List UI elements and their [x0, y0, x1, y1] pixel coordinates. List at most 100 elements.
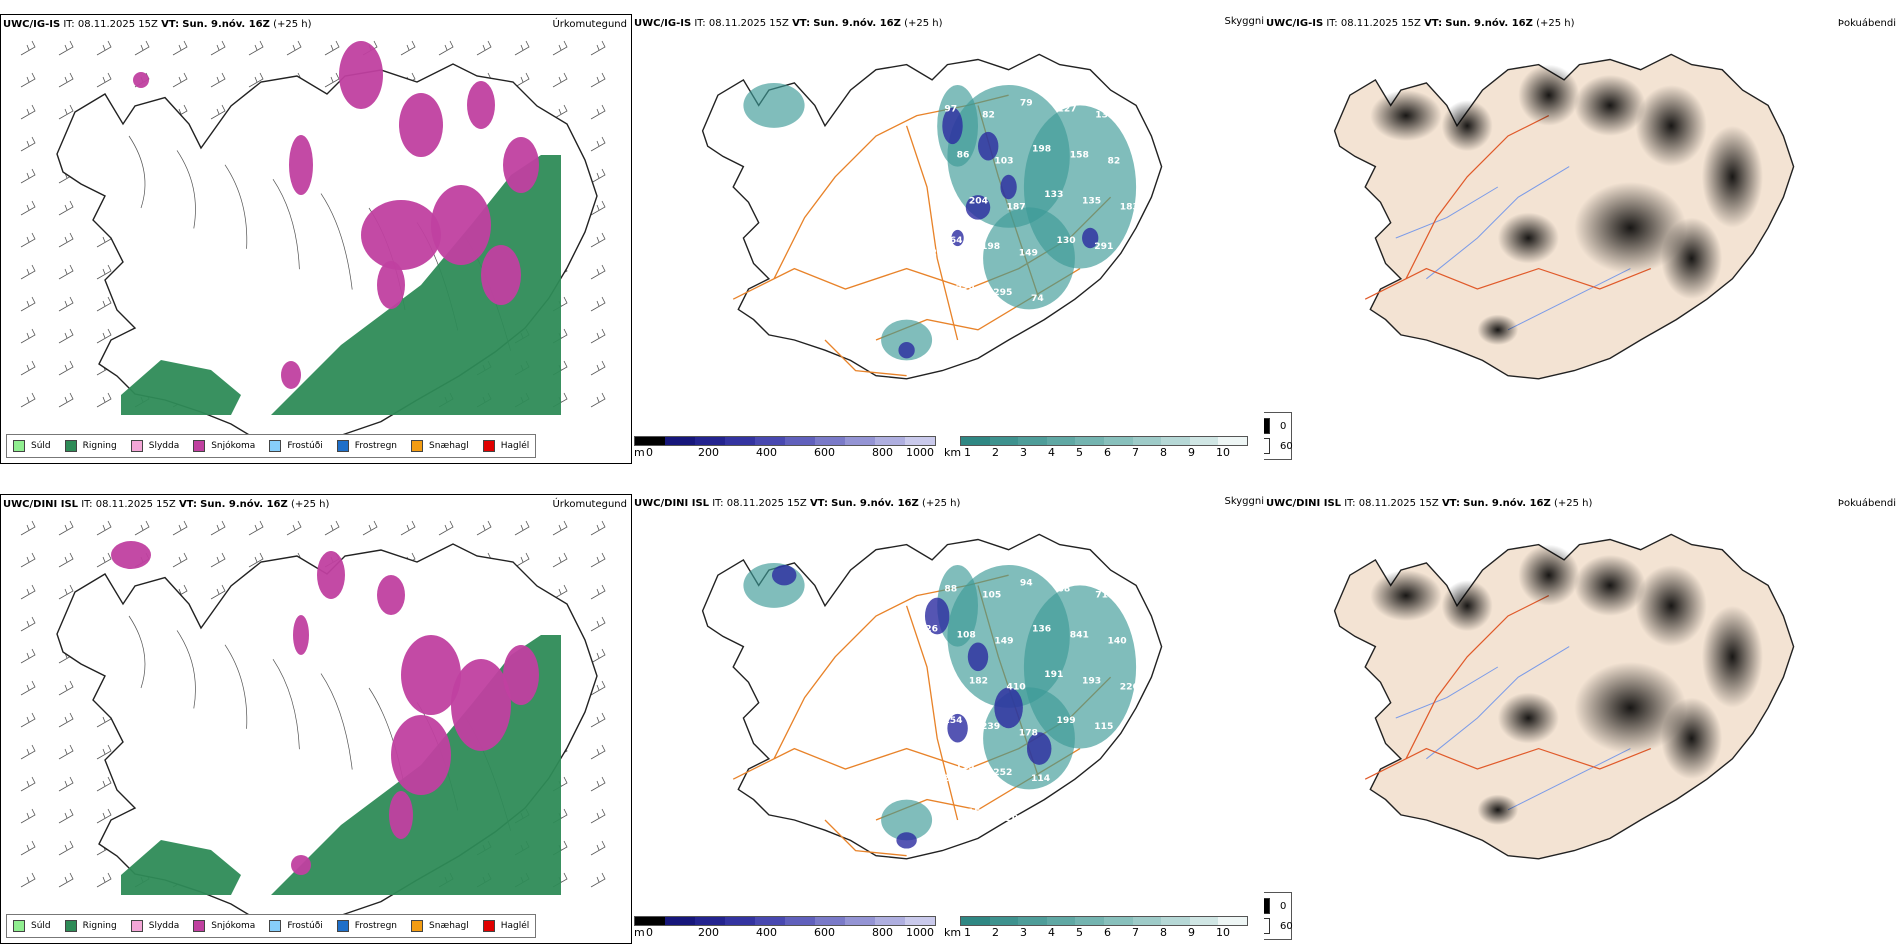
visibility-tick: 4 [1048, 926, 1055, 939]
legend-label: Súld [31, 921, 51, 931]
legend-swatch [64, 920, 77, 932]
legend-label: Rigning [82, 441, 117, 451]
fog-legend: 0 60 [1264, 412, 1293, 460]
ceiling-tick: 1000 [906, 446, 934, 459]
visibility-value-label: 191 [1044, 669, 1063, 680]
ceiling-tick: 200 [698, 926, 719, 939]
visibility-value-label: 82 [982, 110, 995, 121]
visibility-value-label: 149 [994, 636, 1013, 647]
visibility-tick: 3 [1020, 446, 1027, 459]
legend-swatch [336, 440, 349, 452]
legend-swatch [411, 920, 424, 932]
visibility-tick: 2 [992, 926, 999, 939]
visibility-value-label: 127 [1058, 104, 1077, 115]
visibility-value-label: 115 [1094, 721, 1113, 732]
panel-title: Skyggni [1224, 496, 1264, 507]
legend-swatch [336, 920, 349, 932]
legend-label: Slydda [148, 441, 180, 451]
visibility-tick: 8 [1160, 446, 1167, 459]
visibility-tick: 9 [1188, 926, 1195, 939]
run-info: UWC/DINI ISL IT: 08.11.2025 15Z VT: Sun.… [634, 498, 961, 509]
visibility-panel-bottom: 119 88 105 94 68 71 126 108 149 136 841 140 233 182 41… [632, 494, 1264, 944]
visibility-value-label: 126 [919, 623, 938, 634]
visibility-colorbar: km 1 2 3 4 5 6 7 8 9 10 [944, 916, 1248, 940]
run-info: UWC/IG-IS IT: 08.11.2025 15Z VT: Sun. 9.… [1266, 18, 1575, 29]
legend-swatch [411, 440, 424, 452]
visibility-value-label: 140 [919, 143, 938, 154]
visibility-value-label: 79 [1020, 97, 1033, 108]
visibility-value-label: 264 [943, 235, 962, 246]
visibility-value-label: 841 [1070, 629, 1089, 640]
precip-type-panel-top: UWC/IG-IS IT: 08.11.2025 15Z VT: Sun. 9.… [0, 14, 632, 464]
visibility-value-label: 114 [1031, 773, 1050, 784]
run-info: UWC/IG-IS IT: 08.11.2025 15Z VT: Sun. 9.… [3, 19, 312, 30]
visibility-value-label: 233 [931, 669, 950, 680]
fog-tick: 60 [1280, 440, 1293, 452]
legend-label: Snjókoma [211, 441, 256, 451]
visibility-value-label: 94 [1020, 577, 1033, 588]
visibility-tick: 6 [1104, 446, 1111, 459]
visibility-unit: km [944, 926, 962, 939]
visibility-value-label: 105 [982, 590, 1001, 601]
visibility-map-bottom: 119 88 105 94 68 71 126 108 149 136 841 140 233 182 41… [701, 533, 1163, 860]
visibility-panel-top: 127 97 82 79 127 136 140 86 103 198 158 82 179 204 187… [632, 14, 1264, 464]
run-info: UWC/DINI ISL IT: 08.11.2025 15Z VT: Sun.… [1266, 498, 1593, 509]
fog-tick: 0 [1280, 900, 1287, 912]
legend-label: Rigning [82, 921, 117, 931]
fog-panel-top: UWC/IG-IS IT: 08.11.2025 15Z VT: Sun. 9.… [1264, 14, 1900, 464]
ceiling-tick: 600 [814, 926, 835, 939]
ceiling-colorbar: m 0 200 400 600 800 1000 [634, 916, 936, 940]
panel-title: Úrkomutegund [552, 499, 627, 510]
panel-title: Þokuábendi [1837, 18, 1896, 29]
visibility-value-label: 86 [957, 149, 970, 160]
legend-label: Frostúði [287, 921, 323, 931]
visibility-value-label: 130 [1057, 235, 1076, 246]
ceiling-tick: 1000 [906, 926, 934, 939]
visibility-value-label: 335 [942, 819, 961, 830]
visibility-value-label: 97 [944, 104, 957, 115]
legend-label: Haglél [500, 441, 530, 451]
visibility-value-label: 154 [968, 807, 987, 818]
legend-label: Slydda [148, 921, 180, 931]
visibility-value-label: 77 [918, 727, 931, 738]
visibility-value-label: 252 [993, 767, 1012, 778]
legend-label: Snæhagl [429, 921, 469, 931]
ceiling-tick: 400 [756, 926, 777, 939]
fog-panel-bottom: UWC/DINI ISL IT: 08.11.2025 15Z VT: Sun.… [1264, 494, 1900, 944]
visibility-tick: 9 [1188, 446, 1195, 459]
visibility-value-label: 68 [1058, 584, 1071, 595]
ceiling-tick: 0 [646, 446, 653, 459]
visibility-unit: km [944, 446, 962, 459]
fog-map-top [1333, 53, 1795, 380]
visibility-value-label: 205 [1006, 813, 1025, 824]
panel-title: Þokuábendi [1837, 498, 1896, 509]
panel-title: Úrkomutegund [552, 19, 627, 30]
legend-swatch [13, 440, 25, 452]
fog-legend: 0 60 [1264, 892, 1293, 940]
legend-swatch [64, 440, 77, 452]
legend-label: Haglél [500, 921, 530, 931]
precip-map-top [20, 40, 606, 447]
legend-swatch [482, 440, 495, 452]
visibility-tick: 4 [1048, 446, 1055, 459]
visibility-value-label: 285 [1107, 767, 1126, 778]
visibility-tick: 5 [1076, 926, 1083, 939]
visibility-value-label: 113 [956, 761, 975, 772]
visibility-value-label: 183 [1120, 201, 1139, 212]
visibility-value-label: 74 [1031, 293, 1044, 304]
visibility-tick: 10 [1216, 446, 1230, 459]
precip-map-bottom [20, 520, 606, 927]
visibility-value-label: 295 [993, 287, 1012, 298]
visibility-tick: 7 [1132, 446, 1139, 459]
visibility-value-label: 179 [931, 189, 950, 200]
visibility-value-label: 135 [1082, 195, 1101, 206]
fog-tick: 60 [1280, 920, 1293, 932]
visibility-value-label: 204 [969, 195, 988, 206]
visibility-value-label: 198 [981, 241, 1000, 252]
fog-tick: 0 [1280, 420, 1287, 432]
visibility-value-label: 222 [918, 247, 937, 258]
legend-swatch [269, 440, 282, 452]
visibility-tick: 1 [964, 446, 971, 459]
visibility-value-label: 226 [1120, 681, 1139, 692]
visibility-value-label: 182 [969, 675, 988, 686]
